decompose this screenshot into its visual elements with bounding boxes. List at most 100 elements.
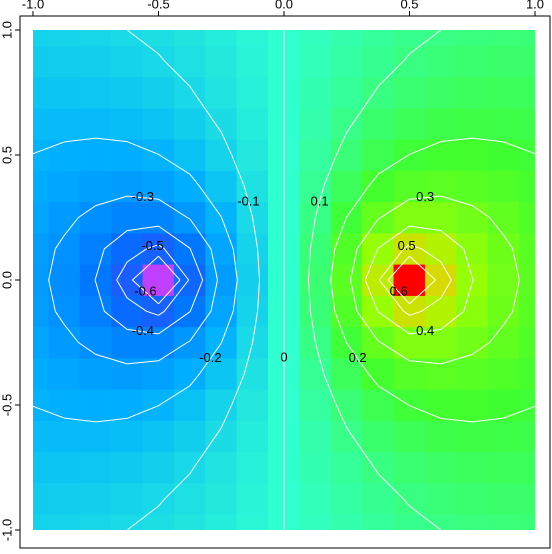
contour-line: [350, 195, 520, 365]
cell: [519, 357, 535, 390]
contour-line: [48, 195, 218, 365]
cell: [111, 76, 144, 109]
cell: [519, 482, 535, 515]
cell: [487, 139, 520, 171]
cell: [299, 482, 332, 515]
cell: [79, 514, 112, 530]
cell: [424, 389, 457, 421]
cell: [33, 482, 49, 515]
cell: [299, 45, 332, 78]
cell: [142, 170, 175, 203]
cell: [519, 201, 535, 234]
cell: [393, 482, 426, 515]
cell: [48, 232, 81, 265]
cell: [173, 420, 206, 453]
cell: [33, 264, 49, 296]
cell: [519, 420, 535, 453]
cell: [48, 420, 81, 453]
cell: [424, 232, 457, 265]
cell: [142, 420, 175, 453]
contours: -0.6 -0.5 -0.4 -0.3 -0.2 -0.1 0 0.1 0.2 0.3 0.4 0.5…: [32, 29, 536, 531]
cell: [456, 514, 489, 530]
cell: [456, 357, 489, 390]
cell: [424, 420, 457, 453]
cell: [205, 264, 238, 296]
cell: [330, 420, 363, 453]
cell: [33, 76, 49, 109]
cell: [236, 451, 269, 484]
cell: [79, 170, 112, 203]
cell: [205, 76, 238, 109]
contour-label: 0.6: [390, 283, 408, 298]
cell: [456, 420, 489, 453]
plot-frame: [19, 15, 551, 549]
cell: [79, 76, 112, 109]
cell: [456, 30, 489, 46]
cell: [330, 76, 363, 109]
cell: [173, 139, 206, 171]
cell: [487, 107, 520, 140]
cell: [362, 45, 395, 78]
cell: [33, 514, 49, 530]
cell: [393, 170, 426, 203]
cell: [173, 514, 206, 530]
cell: [393, 295, 426, 328]
cell: [79, 420, 112, 453]
cell: [456, 170, 489, 203]
cell: [487, 482, 520, 515]
cell: [456, 107, 489, 140]
cell: [111, 451, 144, 484]
cell: [330, 107, 363, 140]
cell: [111, 326, 144, 359]
cell: [519, 451, 535, 484]
cell: [487, 264, 520, 296]
cell: [519, 139, 535, 171]
cell: [330, 30, 363, 46]
cell: [456, 451, 489, 484]
cell: [48, 264, 81, 296]
cell: [299, 232, 332, 265]
cell: [456, 232, 489, 265]
cell: [299, 76, 332, 109]
cell: [48, 30, 81, 46]
cell: [362, 107, 395, 140]
cell: [456, 76, 489, 109]
cell: [299, 514, 332, 530]
cell: [111, 107, 144, 140]
cell: [299, 139, 332, 171]
contour-label: 0.5: [398, 238, 416, 253]
cell: [456, 482, 489, 515]
contour-line: [32, 137, 238, 423]
cell: [362, 357, 395, 390]
cell: [205, 30, 238, 46]
cell: [79, 295, 112, 328]
cell: [48, 514, 81, 530]
contour-label: 0: [280, 350, 287, 365]
cell: [487, 201, 520, 234]
cell: [79, 326, 112, 359]
cell: [362, 30, 395, 46]
y-tick-label: -1.0: [0, 519, 14, 541]
cell: [48, 326, 81, 359]
cell: [299, 420, 332, 453]
cell: [424, 45, 457, 78]
cell: [48, 107, 81, 140]
cell: [456, 264, 489, 296]
contour-line: [330, 137, 536, 423]
cell: [111, 482, 144, 515]
cell: [424, 451, 457, 484]
cell: [362, 420, 395, 453]
cell: [142, 30, 175, 46]
cell: [48, 201, 81, 234]
cell: [236, 389, 269, 421]
cell: [519, 45, 535, 78]
contour-line: [94, 225, 204, 335]
cell: [236, 264, 269, 296]
cell: [487, 76, 520, 109]
cell: [111, 201, 144, 234]
contour-label: 0.4: [416, 323, 434, 338]
cell: [487, 170, 520, 203]
cell: [79, 482, 112, 515]
cell: [79, 30, 112, 46]
cell: [362, 139, 395, 171]
